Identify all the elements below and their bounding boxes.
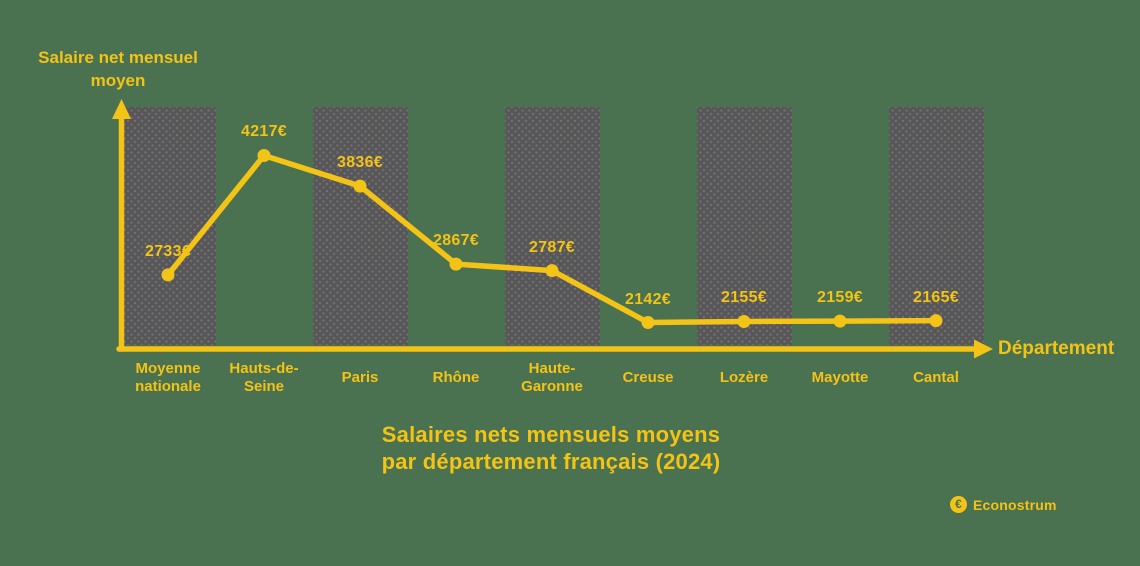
- x-axis-title: Département: [998, 338, 1115, 359]
- chart-title-line2: par département français (2024): [381, 449, 721, 474]
- chart-title-line1: Salaires nets mensuels moyens: [381, 422, 721, 447]
- value-label: 3836€: [337, 154, 383, 172]
- value-label: 2155€: [721, 289, 767, 307]
- category-label: Haute- Garonne: [521, 360, 583, 395]
- category-label: Moyenne nationale: [135, 360, 201, 395]
- data-point-marker: [737, 315, 751, 328]
- category-label: Cantal: [913, 369, 959, 386]
- data-point-marker: [545, 264, 559, 278]
- data-point-marker: [161, 268, 175, 282]
- value-label: 4217€: [241, 123, 287, 141]
- category-label: Mayotte: [811, 369, 869, 386]
- category-label: Hauts-de- Seine: [229, 360, 299, 395]
- data-point-marker: [929, 314, 943, 328]
- y-axis-title: Salaire net mensuel moyen: [27, 46, 209, 92]
- category-label: Paris: [341, 369, 379, 386]
- value-label: 2142€: [625, 290, 671, 308]
- data-point-marker: [353, 179, 367, 193]
- euro-coin-icon: €: [950, 496, 967, 513]
- value-label: 2787€: [529, 238, 575, 256]
- y-axis-title-line1: Salaire net mensuel: [38, 48, 198, 67]
- chart-title: Salaires nets mensuels moyens par départ…: [301, 421, 801, 475]
- data-point-marker: [641, 316, 655, 329]
- econostrum-logo-text: Econostrum: [973, 496, 1057, 513]
- x-axis-arrow-icon: [974, 339, 993, 359]
- econostrum-logo: € Econostrum: [950, 496, 1057, 513]
- value-label: 2733€: [145, 242, 191, 260]
- data-point-marker: [449, 257, 463, 271]
- y-axis-arrow-icon: [112, 99, 131, 119]
- category-background-bar: [312, 107, 408, 345]
- value-label: 2867€: [433, 232, 479, 250]
- value-label: 2159€: [817, 289, 863, 307]
- category-background-bar: [504, 107, 600, 345]
- data-point-marker: [257, 149, 271, 162]
- category-label: Creuse: [622, 369, 674, 386]
- y-axis-title-line2: moyen: [90, 71, 146, 90]
- value-label: 2165€: [913, 288, 959, 306]
- category-label: Lozère: [719, 369, 769, 386]
- data-point-marker: [833, 314, 847, 328]
- category-background-bar: [888, 107, 984, 345]
- category-label: Rhône: [432, 369, 480, 386]
- category-background-bar: [120, 107, 216, 345]
- category-background-bar: [696, 107, 792, 345]
